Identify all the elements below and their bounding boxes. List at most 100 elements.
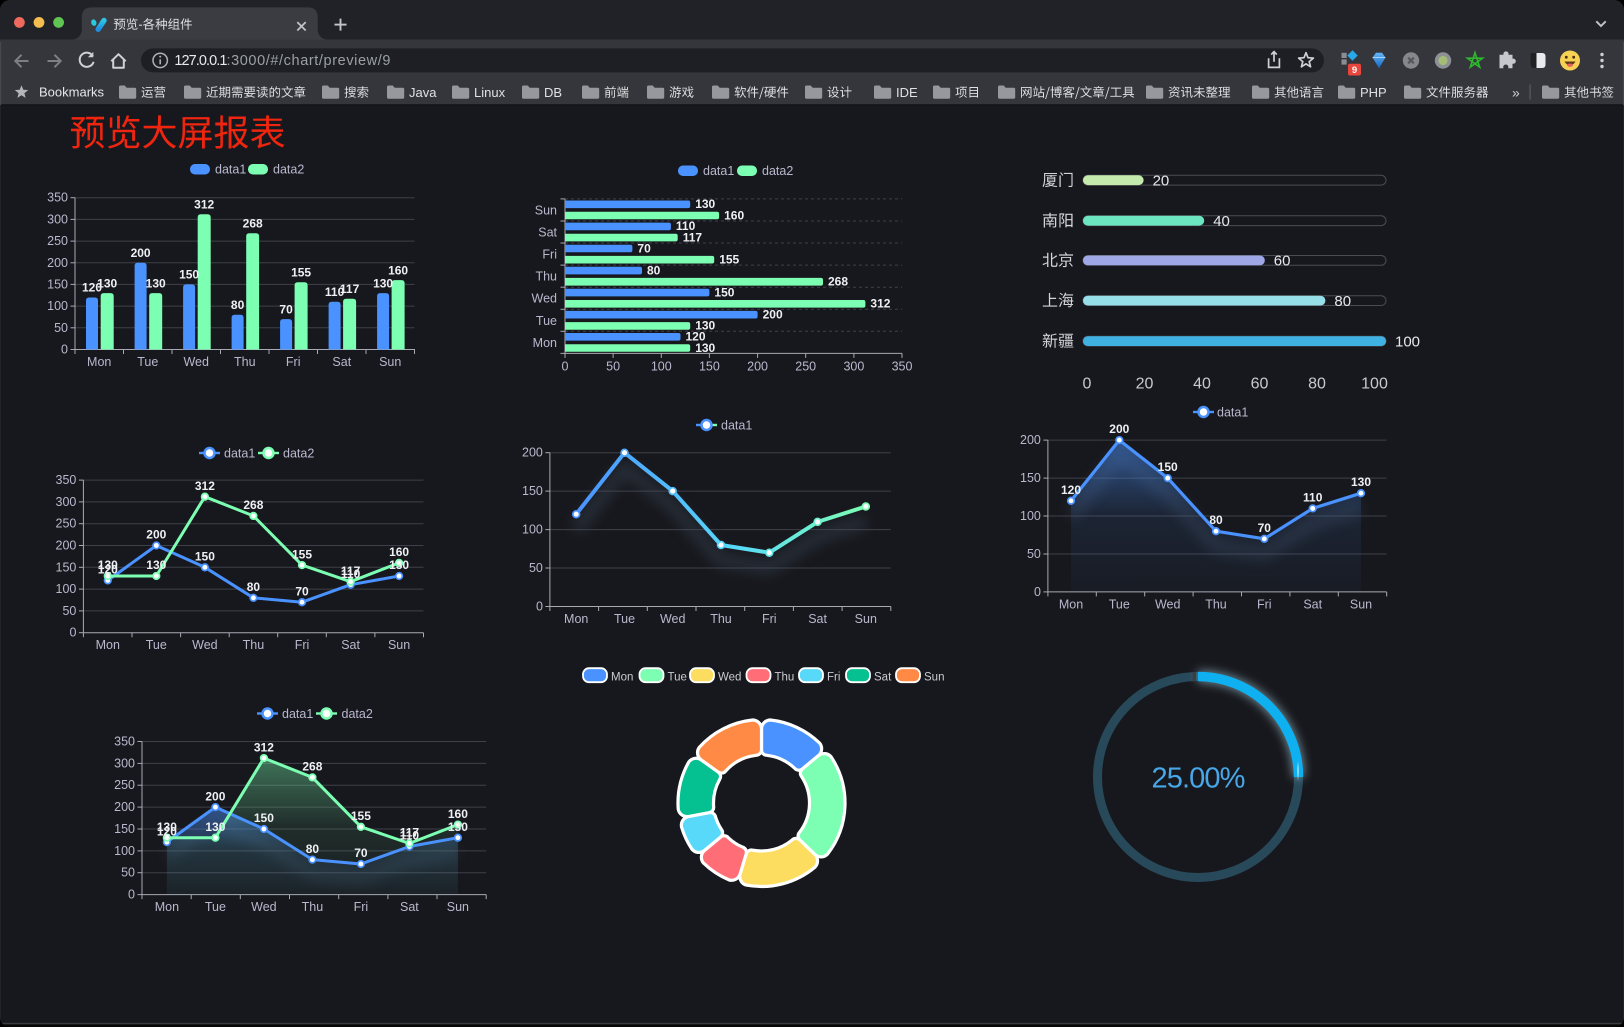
svg-text:100: 100 — [1361, 376, 1388, 393]
svg-text:50: 50 — [54, 321, 68, 335]
svg-text:100: 100 — [651, 359, 672, 373]
svg-text:Mon: Mon — [611, 672, 633, 684]
svg-text:200: 200 — [1020, 433, 1041, 447]
svg-text:Fri: Fri — [354, 900, 369, 914]
svg-text:155: 155 — [291, 266, 311, 280]
svg-text:Sun: Sun — [379, 355, 401, 369]
svg-text:40: 40 — [1213, 213, 1230, 230]
svg-text:100: 100 — [1020, 509, 1041, 523]
svg-text:117: 117 — [683, 230, 703, 244]
svg-text:110: 110 — [400, 829, 420, 843]
svg-text:Sun: Sun — [447, 900, 469, 914]
svg-text:100: 100 — [47, 299, 68, 313]
svg-text:120: 120 — [686, 330, 706, 344]
svg-text:130: 130 — [373, 276, 393, 290]
svg-text:data1: data1 — [703, 164, 734, 178]
svg-text:Mon: Mon — [87, 355, 111, 369]
svg-text:Fri: Fri — [1257, 597, 1272, 611]
svg-text:200: 200 — [205, 789, 225, 803]
svg-text:0: 0 — [536, 600, 543, 614]
svg-text:»: » — [1512, 85, 1520, 101]
svg-text:Mon: Mon — [533, 336, 557, 350]
svg-text:0: 0 — [128, 888, 135, 902]
svg-text:117: 117 — [340, 282, 360, 296]
svg-text:300: 300 — [114, 756, 135, 770]
svg-text:110: 110 — [325, 285, 345, 299]
svg-text:Sat: Sat — [1303, 597, 1322, 611]
svg-text:25.00%: 25.00% — [1152, 763, 1245, 795]
svg-text:268: 268 — [243, 498, 263, 512]
svg-text:120: 120 — [98, 563, 118, 577]
svg-text:70: 70 — [637, 241, 651, 255]
svg-text:100: 100 — [114, 844, 135, 858]
svg-text:Tue: Tue — [146, 638, 167, 652]
svg-text:50: 50 — [62, 604, 76, 618]
svg-text:Thu: Thu — [535, 270, 557, 284]
svg-text:155: 155 — [351, 809, 371, 823]
svg-text:data1: data1 — [215, 163, 246, 177]
svg-text:80: 80 — [1209, 513, 1223, 527]
svg-text:150: 150 — [47, 277, 68, 291]
svg-text:Tue: Tue — [1109, 597, 1130, 611]
svg-text:268: 268 — [828, 275, 848, 289]
svg-text:70: 70 — [354, 846, 368, 860]
svg-text:data2: data2 — [342, 707, 373, 721]
svg-text:120: 120 — [82, 281, 102, 295]
svg-text:60: 60 — [1251, 376, 1269, 393]
svg-text:268: 268 — [302, 760, 322, 774]
svg-text:117: 117 — [400, 826, 420, 840]
svg-text:Mon: Mon — [96, 638, 120, 652]
svg-text:Sat: Sat — [400, 900, 419, 914]
svg-text:60: 60 — [1274, 253, 1291, 270]
svg-text:150: 150 — [699, 359, 720, 373]
svg-text:350: 350 — [56, 473, 77, 487]
svg-text:Thu: Thu — [234, 355, 256, 369]
svg-text:110: 110 — [1303, 490, 1323, 504]
svg-text:350: 350 — [114, 735, 135, 749]
svg-text:130: 130 — [448, 820, 468, 834]
svg-text:200: 200 — [1109, 422, 1129, 436]
svg-text:Linux: Linux — [474, 85, 506, 100]
svg-text:Sat: Sat — [538, 226, 557, 240]
svg-text:130: 130 — [97, 276, 117, 290]
svg-text:Mon: Mon — [1059, 597, 1083, 611]
svg-text:data1: data1 — [282, 707, 313, 721]
svg-text:IDE: IDE — [896, 85, 918, 100]
svg-text:130: 130 — [1351, 475, 1371, 489]
svg-text:20: 20 — [1136, 376, 1154, 393]
svg-text:160: 160 — [388, 263, 408, 277]
svg-text:200: 200 — [56, 539, 77, 553]
svg-text:0: 0 — [1034, 585, 1041, 599]
svg-text:300: 300 — [56, 495, 77, 509]
svg-text:Tue: Tue — [668, 672, 687, 684]
svg-text:Fri: Fri — [762, 612, 777, 626]
svg-text:110: 110 — [341, 567, 361, 581]
svg-text:Sun: Sun — [855, 612, 877, 626]
svg-text:127.0.0.1:3000/#/chart/preview: 127.0.0.1:3000/#/chart/preview/9 — [174, 53, 390, 69]
svg-text:Thu: Thu — [302, 900, 324, 914]
svg-text:130: 130 — [157, 820, 177, 834]
svg-text:70: 70 — [295, 584, 309, 598]
svg-text:Wed: Wed — [192, 638, 218, 652]
svg-text:Wed: Wed — [660, 612, 686, 626]
svg-text:data2: data2 — [762, 164, 793, 178]
svg-text:120: 120 — [157, 824, 177, 838]
svg-text:50: 50 — [121, 866, 135, 880]
svg-text:130: 130 — [695, 197, 715, 211]
svg-text:160: 160 — [389, 545, 409, 559]
svg-text:Sat: Sat — [808, 612, 827, 626]
svg-text:70: 70 — [1258, 521, 1272, 535]
svg-text:Sat: Sat — [341, 638, 360, 652]
svg-text:Mon: Mon — [564, 612, 588, 626]
svg-text:Wed: Wed — [532, 292, 558, 306]
svg-text:Tue: Tue — [614, 612, 635, 626]
svg-text:Wed: Wed — [251, 900, 277, 914]
svg-text:Wed: Wed — [718, 672, 741, 684]
svg-text:130: 130 — [146, 276, 166, 290]
svg-text:200: 200 — [522, 446, 543, 460]
svg-text:300: 300 — [843, 359, 864, 373]
svg-text:100: 100 — [56, 582, 77, 596]
svg-text:130: 130 — [695, 319, 715, 333]
svg-text:80: 80 — [247, 580, 261, 594]
svg-text:150: 150 — [195, 550, 215, 564]
